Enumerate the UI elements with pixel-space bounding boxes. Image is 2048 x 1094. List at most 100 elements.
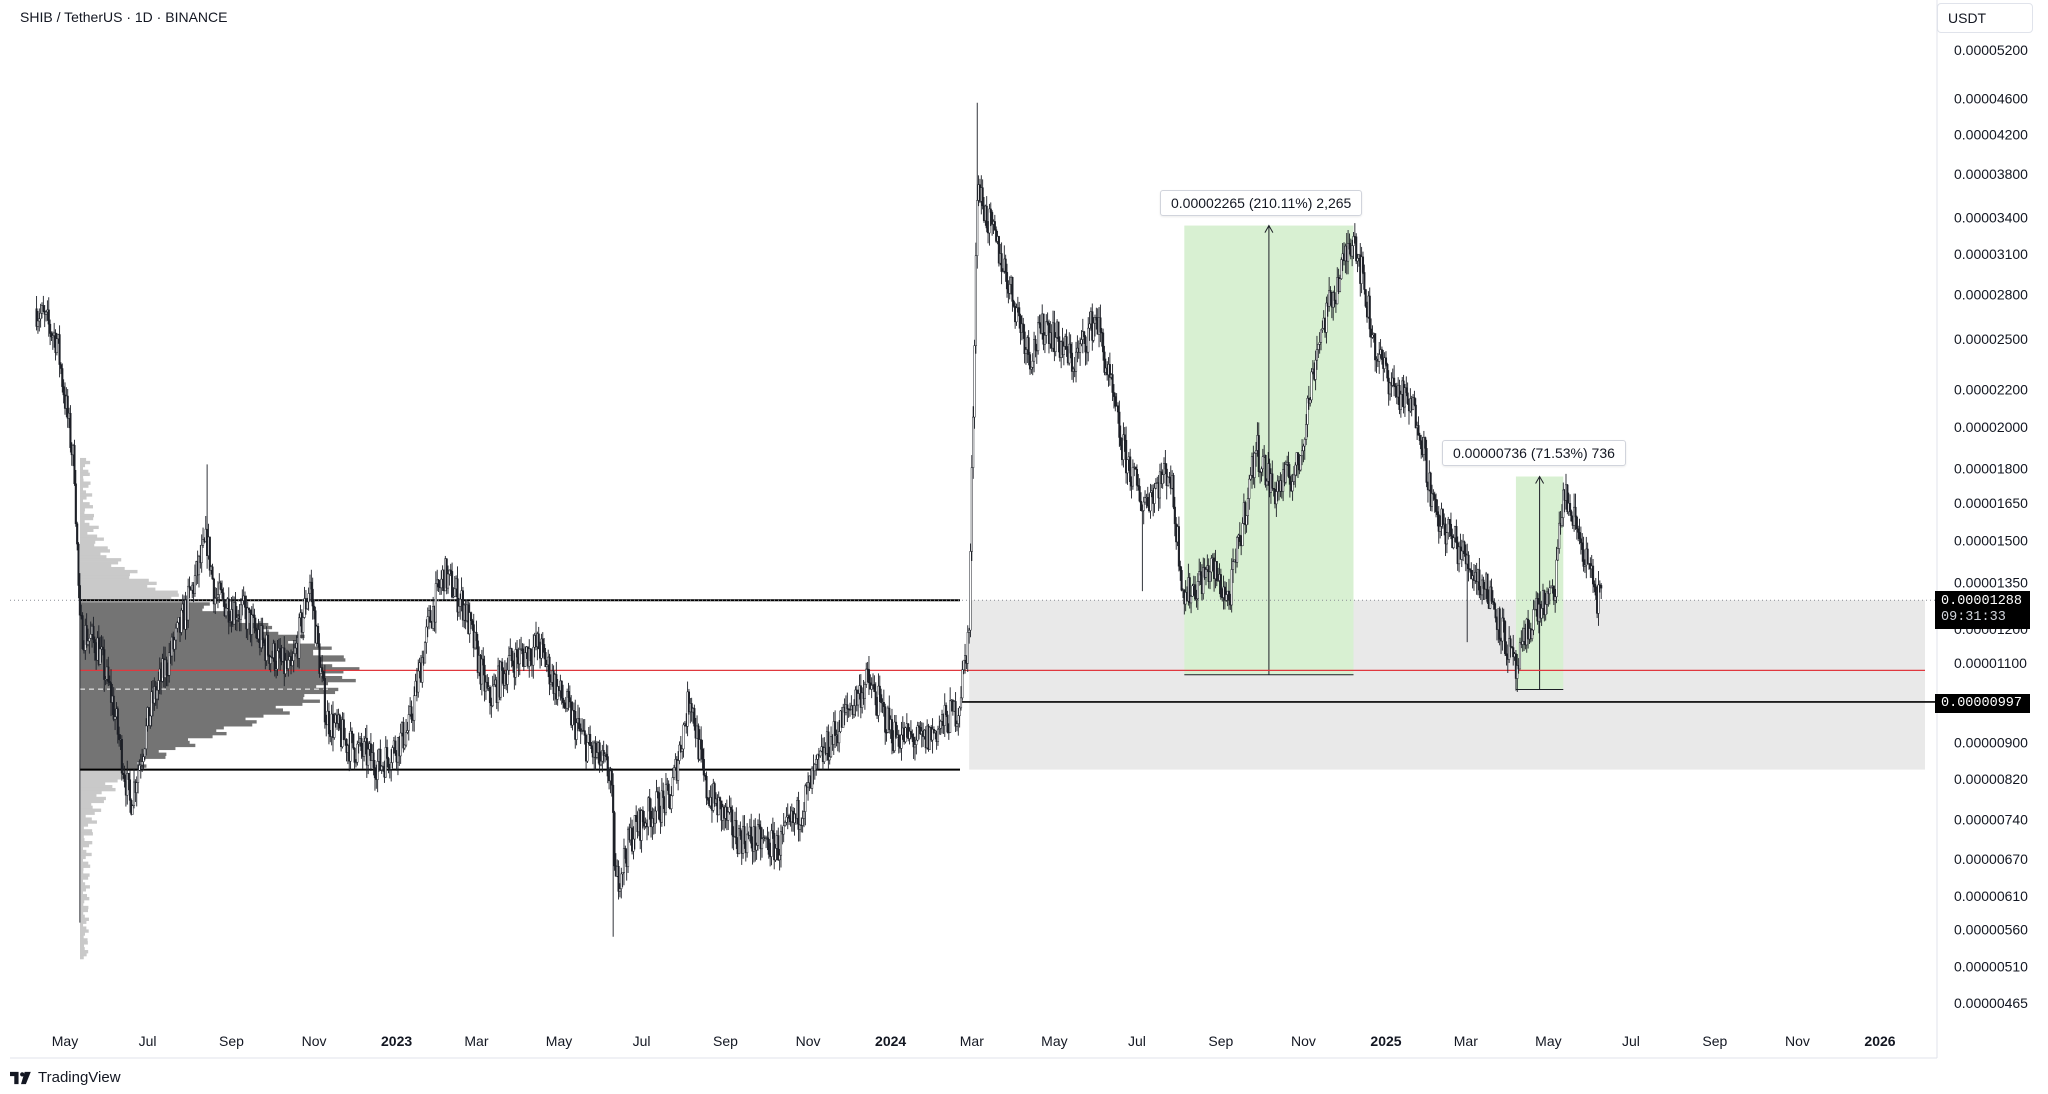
currency-selector[interactable]: USDT	[1937, 3, 2033, 33]
candle-body	[440, 578, 443, 589]
candle-body	[1306, 398, 1309, 425]
candle-body	[976, 200, 979, 256]
candle-body	[969, 551, 972, 631]
candle-body	[838, 731, 841, 744]
candle-body	[1099, 317, 1102, 333]
candle-body	[955, 723, 958, 727]
last-price-value: 0.00001288	[1941, 594, 2023, 609]
candle-body	[974, 255, 977, 346]
candle-body	[157, 680, 160, 691]
candle-body	[778, 854, 781, 861]
volume-profile-bar	[80, 575, 130, 580]
candle-body	[58, 334, 61, 365]
candle-body	[222, 592, 225, 601]
candle-body	[1210, 557, 1213, 573]
tradingview-logo-icon	[10, 1071, 31, 1084]
candle-body	[660, 790, 663, 823]
volume-profile-bar	[80, 620, 240, 624]
candle-body	[673, 767, 676, 778]
candle-body	[211, 566, 214, 580]
candle-body	[360, 738, 363, 751]
x-tick-label: Nov	[796, 1033, 821, 1049]
volume-profile-bar	[80, 814, 86, 818]
candle-body	[266, 634, 270, 656]
candle-body	[107, 666, 110, 682]
candle-body	[1005, 272, 1009, 290]
candle-body	[819, 750, 822, 757]
candle-body	[143, 748, 146, 757]
candle-body	[469, 612, 473, 622]
candle-body	[823, 747, 826, 763]
candle-body	[1244, 502, 1247, 526]
candle-body	[1202, 567, 1205, 594]
candle-body	[1371, 334, 1374, 338]
candle-body	[681, 748, 684, 752]
candle-body	[1054, 337, 1057, 352]
volume-profile-bar	[80, 920, 87, 924]
candle-body	[1368, 295, 1371, 330]
candle-body	[403, 744, 406, 749]
candle-body	[717, 797, 720, 816]
candle-body	[529, 648, 532, 662]
volume-profile-bar	[80, 811, 95, 815]
candle-body	[783, 822, 787, 826]
volume-profile-bar	[80, 787, 116, 792]
volume-profile-bar	[80, 519, 85, 524]
candle-body	[372, 752, 375, 768]
candle-body	[468, 612, 471, 635]
candle-body	[1080, 339, 1083, 345]
candle-body	[514, 649, 517, 678]
candle-body	[621, 872, 624, 875]
candle-body	[919, 727, 922, 735]
volume-profile-bar	[80, 590, 178, 594]
volume-profile-bar	[80, 947, 85, 951]
candle-body	[77, 543, 80, 586]
candle-body	[180, 610, 183, 633]
candle-body	[1227, 590, 1231, 601]
candle-body	[1319, 329, 1323, 343]
candle-body	[1583, 564, 1586, 567]
candle-body	[671, 777, 674, 796]
candle-body	[750, 826, 753, 844]
candle-body	[670, 795, 673, 809]
candle-body	[1139, 500, 1143, 511]
candle-body	[1161, 474, 1164, 485]
volume-profile-bar	[80, 944, 85, 948]
candle-body	[425, 626, 428, 643]
volume-profile-bar	[80, 457, 87, 462]
candle-body	[981, 187, 984, 207]
candle-body	[141, 761, 144, 766]
tradingview-logo[interactable]: TradingView	[10, 1069, 121, 1086]
volume-profile-bar	[80, 793, 97, 798]
volume-profile-bar	[80, 858, 83, 863]
candle-body	[1355, 236, 1358, 262]
candle-body	[1195, 598, 1198, 600]
candle-body	[1455, 526, 1458, 544]
candle-body	[235, 617, 238, 621]
candle-body	[1011, 277, 1014, 302]
candle-body	[1301, 450, 1304, 457]
candle-body	[417, 670, 420, 693]
candle-body	[599, 760, 603, 766]
candle-body	[777, 835, 780, 861]
candle-body	[448, 569, 451, 575]
candle-body	[1199, 571, 1202, 576]
volume-profile-bar	[80, 805, 93, 809]
candle-body	[917, 725, 921, 728]
candle-body	[912, 737, 915, 748]
candle-body	[1191, 585, 1194, 597]
candle-body	[429, 610, 432, 623]
candle-body	[654, 810, 657, 824]
candle-body	[394, 740, 397, 754]
candle-body	[276, 650, 279, 670]
candle-body	[118, 734, 121, 740]
candle-body	[1291, 481, 1294, 492]
candle-body	[174, 627, 178, 641]
x-tick-label: May	[1535, 1033, 1561, 1049]
candle-body	[993, 221, 996, 230]
candle-body	[387, 758, 390, 768]
candle-body	[480, 658, 483, 685]
y-tick-label: 0.00001800	[1954, 461, 2028, 477]
volume-profile-bar	[80, 888, 87, 892]
